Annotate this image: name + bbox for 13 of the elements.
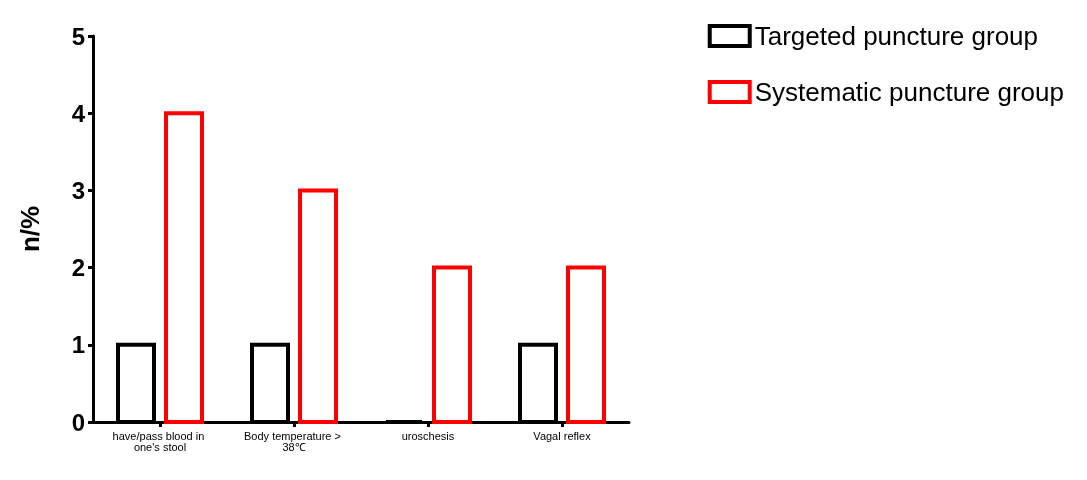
x-tick-label: Vagal reflex xyxy=(533,429,592,442)
legend-label: Systematic puncture group xyxy=(754,77,1065,107)
y-tick-label: 3 xyxy=(71,176,85,204)
x-tick-label: have/pass blood in one's stool xyxy=(112,429,208,453)
y-tick-label: 5 xyxy=(71,22,85,50)
y-tick-label: 2 xyxy=(71,254,85,282)
y-axis-title: n/% xyxy=(15,205,45,253)
x-tick-label: Body temperature > 38℃ xyxy=(244,429,344,453)
y-tick-label: 4 xyxy=(71,99,86,127)
legend-label: Targeted puncture group xyxy=(754,21,1039,51)
x-tick-label: uroschesis xyxy=(401,429,455,442)
y-tick-label: 0 xyxy=(71,408,85,436)
y-tick-label: 1 xyxy=(71,331,85,359)
